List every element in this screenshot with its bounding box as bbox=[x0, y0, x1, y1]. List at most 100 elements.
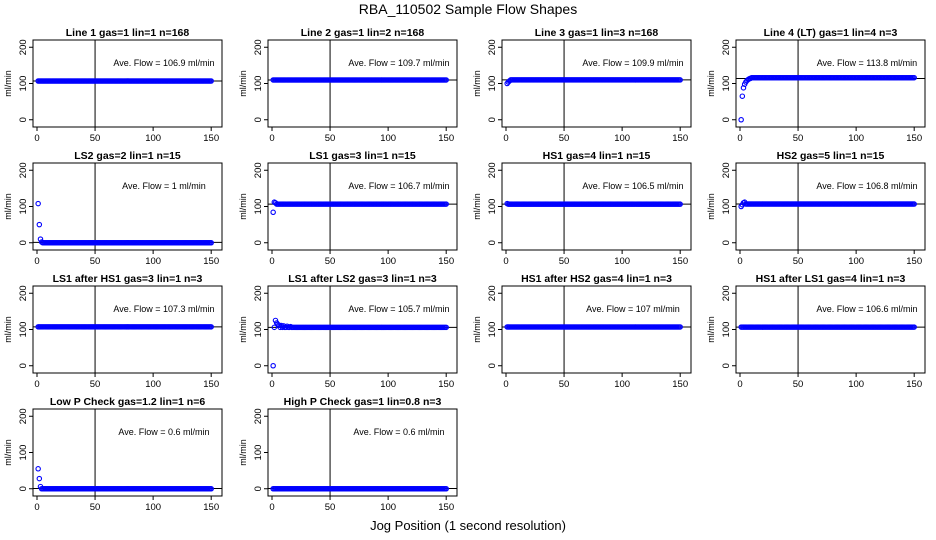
average-flow-annotation: Ave. Flow = 109.9 ml/min bbox=[582, 58, 683, 68]
y-tick-label: 200 bbox=[18, 408, 29, 424]
y-tick-label: 100 bbox=[721, 322, 732, 338]
y-tick-label: 0 bbox=[487, 240, 498, 245]
average-flow-annotation: Ave. Flow = 1 ml/min bbox=[122, 181, 206, 191]
plot-frame bbox=[267, 39, 458, 128]
x-tick-label: 100 bbox=[145, 256, 161, 267]
y-tick-label: 0 bbox=[253, 486, 264, 491]
y-tick-label: 200 bbox=[18, 162, 29, 178]
x-tick-label: 0 bbox=[34, 256, 39, 267]
x-tick-label: 0 bbox=[34, 502, 39, 513]
data-point bbox=[208, 485, 214, 492]
x-tick-label: 0 bbox=[34, 133, 39, 144]
x-tick-label: 50 bbox=[325, 133, 336, 144]
average-flow-annotation: Ave. Flow = 105.7 ml/min bbox=[348, 304, 449, 314]
panel-1: Line 1 gas=1 lin=1 n=168 0 100 200 ml/min 0 50… bbox=[3, 27, 223, 144]
data-point bbox=[208, 240, 214, 246]
data-point bbox=[911, 201, 917, 207]
x-tick-label: 50 bbox=[325, 256, 336, 267]
x-tick-label: 100 bbox=[614, 379, 630, 390]
panel-title: Line 2 gas=1 lin=2 n=168 bbox=[301, 27, 425, 39]
data-point bbox=[677, 77, 683, 83]
x-tick-label: 100 bbox=[380, 133, 396, 144]
y-tick-label: 0 bbox=[487, 117, 498, 122]
y-tick-label: 0 bbox=[18, 486, 29, 491]
panel-title: High P Check gas=1 lin=0.8 n=3 bbox=[284, 396, 442, 408]
y-tick-label: 100 bbox=[721, 199, 732, 215]
y-tick-label: 0 bbox=[18, 363, 29, 368]
data-point bbox=[911, 74, 917, 81]
x-tick-label: 50 bbox=[559, 133, 570, 144]
y-tick-label: 200 bbox=[253, 285, 264, 301]
y-tick-label: 200 bbox=[721, 39, 732, 55]
panel-title: HS1 gas=4 lin=1 n=15 bbox=[543, 150, 651, 162]
panel-2: Line 2 gas=1 lin=2 n=168 0 100 200 ml/min 0 50… bbox=[238, 27, 458, 144]
y-tick-label: 0 bbox=[253, 363, 264, 368]
x-tick-label: 0 bbox=[503, 379, 508, 390]
y-axis-label: ml/min bbox=[472, 70, 482, 97]
panel-title: HS1 after HS2 gas=4 lin=1 n=3 bbox=[521, 273, 672, 285]
data-point bbox=[270, 209, 276, 216]
y-axis-label: ml/min bbox=[238, 193, 248, 220]
average-flow-annotation: Ave. Flow = 107.3 ml/min bbox=[113, 304, 214, 314]
y-tick-label: 200 bbox=[18, 285, 29, 301]
x-tick-label: 50 bbox=[90, 502, 101, 513]
y-axis-label: ml/min bbox=[238, 316, 248, 343]
y-tick-label: 200 bbox=[487, 39, 498, 55]
x-tick-label: 150 bbox=[906, 256, 922, 267]
x-tick-label: 0 bbox=[737, 256, 742, 267]
x-tick-label: 100 bbox=[380, 256, 396, 267]
y-tick-label: 100 bbox=[253, 199, 264, 215]
data-point bbox=[35, 200, 41, 207]
x-tick-label: 150 bbox=[203, 256, 219, 267]
y-tick-label: 0 bbox=[721, 240, 732, 245]
x-tick-label: 100 bbox=[848, 133, 864, 144]
average-flow-annotation: Ave. Flow = 113.8 ml/min bbox=[817, 58, 917, 68]
panel-title: LS2 gas=2 lin=1 n=15 bbox=[74, 150, 181, 162]
plot-frame bbox=[267, 408, 458, 497]
x-tick-label: 50 bbox=[325, 502, 336, 513]
data-point bbox=[677, 201, 683, 207]
panel-title: Line 4 (LT) gas=1 lin=4 n=3 bbox=[764, 27, 898, 39]
data-point bbox=[443, 324, 449, 331]
data-point bbox=[208, 78, 214, 84]
y-tick-label: 100 bbox=[253, 445, 264, 461]
x-tick-label: 0 bbox=[737, 133, 742, 144]
panel-13: Low P Check gas=1.2 lin=1 n=6 0 100 200 ml/m… bbox=[3, 396, 223, 513]
x-tick-label: 150 bbox=[438, 256, 454, 267]
y-tick-label: 0 bbox=[721, 363, 732, 368]
data-point bbox=[270, 362, 276, 369]
y-tick-label: 100 bbox=[721, 76, 732, 92]
panel-title: Line 3 gas=1 lin=3 n=168 bbox=[535, 27, 659, 39]
y-tick-label: 100 bbox=[253, 322, 264, 338]
x-tick-label: 100 bbox=[145, 502, 161, 513]
average-flow-annotation: Ave. Flow = 106.6 ml/min bbox=[816, 304, 917, 314]
x-tick-label: 150 bbox=[438, 133, 454, 144]
panel-8: HS2 gas=5 lin=1 n=15 0 100 200 ml/min 0 50 100 1… bbox=[706, 150, 926, 267]
panel-11: HS1 after HS2 gas=4 lin=1 n=3 0 100 200 ml/m… bbox=[472, 273, 692, 390]
y-tick-label: 100 bbox=[487, 322, 498, 338]
x-tick-label: 50 bbox=[793, 256, 804, 267]
x-tick-label: 0 bbox=[269, 379, 274, 390]
data-point bbox=[36, 475, 43, 482]
x-tick-label: 150 bbox=[672, 133, 688, 144]
panel-10: LS1 after LS2 gas=3 lin=1 n=3 0 100 200 ml/m… bbox=[238, 273, 458, 390]
panel-12: HS1 after LS1 gas=4 lin=1 n=3 0 100 200 ml/m… bbox=[706, 273, 926, 390]
x-tick-label: 150 bbox=[906, 133, 922, 144]
x-tick-label: 50 bbox=[793, 133, 804, 144]
average-flow-annotation: Ave. Flow = 106.7 ml/min bbox=[348, 181, 449, 191]
x-tick-label: 0 bbox=[269, 256, 274, 267]
panel-3: Line 3 gas=1 lin=3 n=168 0 100 200 ml/min 0 50… bbox=[472, 27, 692, 144]
y-tick-label: 100 bbox=[487, 76, 498, 92]
data-point bbox=[443, 485, 449, 492]
x-tick-label: 0 bbox=[503, 256, 508, 267]
y-tick-label: 100 bbox=[18, 322, 29, 338]
data-point bbox=[911, 324, 917, 330]
x-tick-label: 0 bbox=[269, 133, 274, 144]
average-flow-annotation: Ave. Flow = 109.7 ml/min bbox=[348, 58, 449, 68]
x-tick-label: 0 bbox=[269, 502, 274, 513]
plot-frame bbox=[501, 39, 692, 128]
y-tick-label: 200 bbox=[253, 408, 264, 424]
x-tick-label: 150 bbox=[438, 502, 454, 513]
y-tick-label: 0 bbox=[253, 117, 264, 122]
